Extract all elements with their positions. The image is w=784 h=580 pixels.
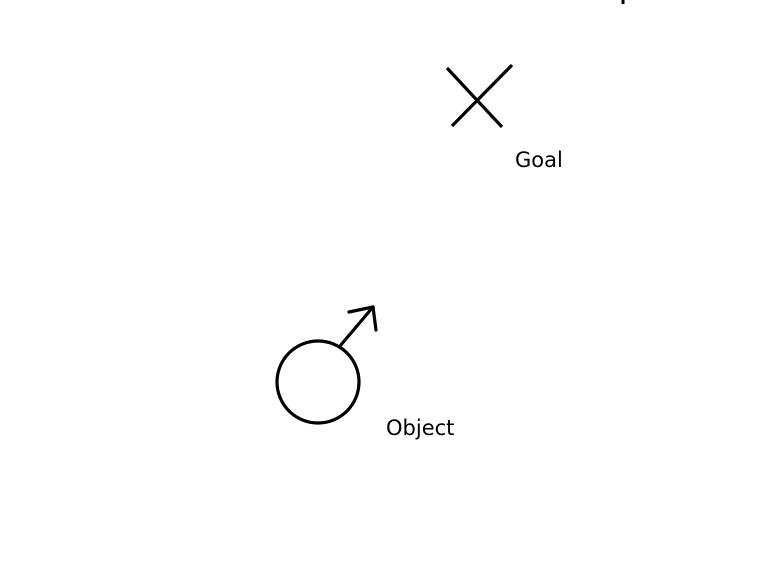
object-label: Object xyxy=(386,416,455,440)
object-circle-icon xyxy=(275,339,361,425)
goal-label: Goal xyxy=(515,148,563,172)
object-direction-arrow-icon xyxy=(338,305,378,348)
goal-x-mark-icon xyxy=(445,63,514,129)
